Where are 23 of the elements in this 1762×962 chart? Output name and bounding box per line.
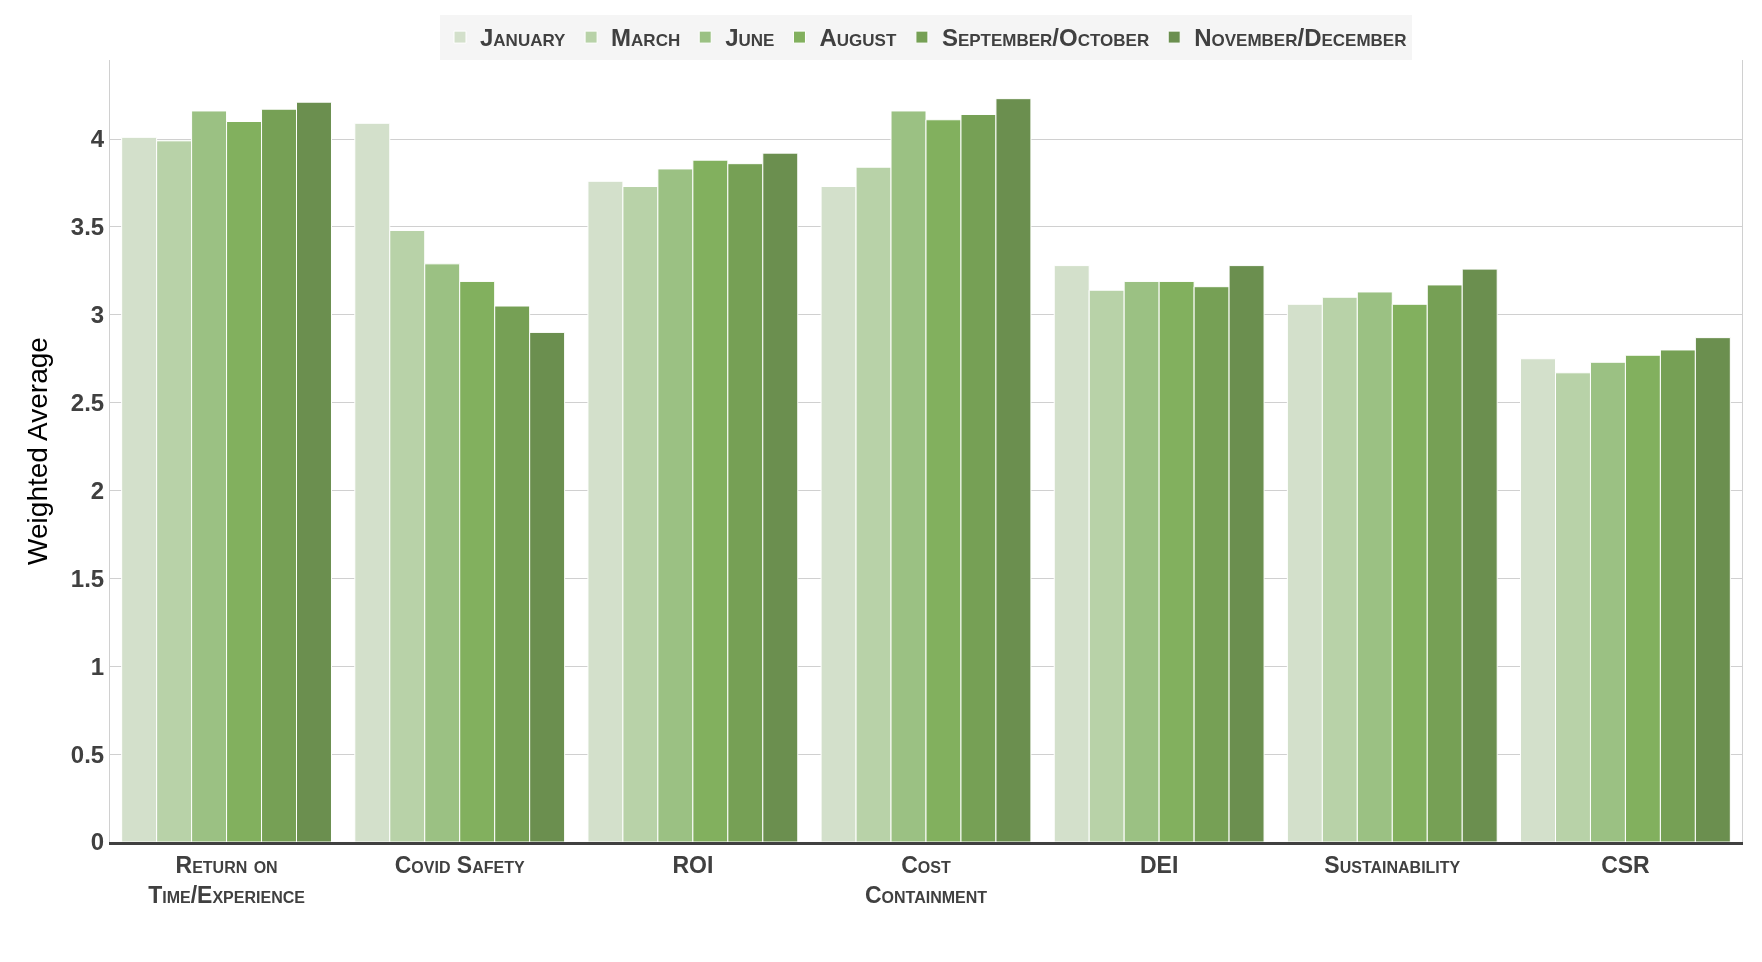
x-tick-label: Sustainability bbox=[1324, 851, 1461, 878]
y-tick-label: 0.5 bbox=[70, 740, 105, 768]
x-tick-label: Cost Containment bbox=[864, 851, 988, 908]
legend-label: January bbox=[480, 24, 567, 52]
y-tick-label: 2 bbox=[90, 476, 105, 504]
y-tick-label: 4 bbox=[90, 125, 105, 153]
legend-label: March bbox=[611, 24, 681, 52]
y-axis-title: Weighted Average bbox=[21, 337, 53, 565]
y-tick-label: 2.5 bbox=[70, 389, 105, 417]
y-tick-label: 1.5 bbox=[70, 564, 105, 592]
y-tick-label: 1 bbox=[90, 652, 105, 680]
legend-label: June bbox=[725, 24, 775, 52]
x-tick-label: ROI bbox=[672, 851, 714, 878]
y-tick-label: 3.5 bbox=[70, 213, 105, 241]
legend-label: August bbox=[819, 24, 897, 52]
y-tick-label: 3 bbox=[90, 301, 105, 329]
legend-label: November/December bbox=[1194, 24, 1407, 52]
legend-label: September/October bbox=[941, 24, 1150, 52]
x-tick-label: Covid Safety bbox=[394, 851, 525, 878]
x-tick-label: CSR bbox=[1601, 851, 1651, 878]
x-tick-label: DEI bbox=[1139, 851, 1179, 878]
y-tick-label: 0 bbox=[90, 828, 105, 856]
x-tick-label: Return on Time/Experience bbox=[148, 851, 306, 908]
